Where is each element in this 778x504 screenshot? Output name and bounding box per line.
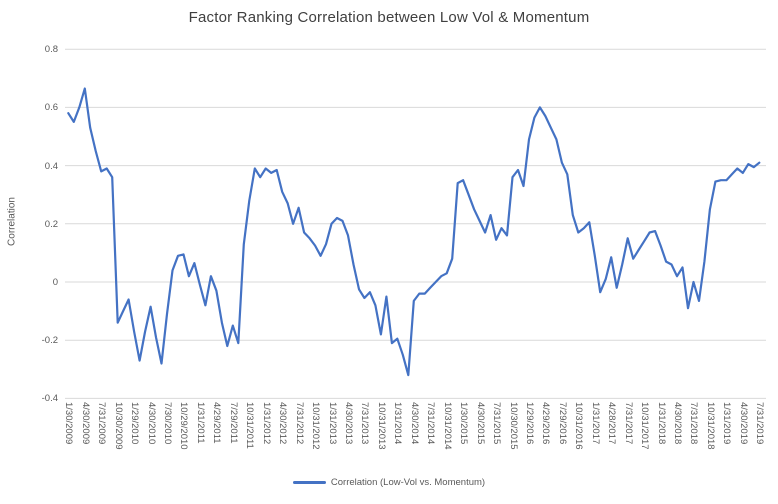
y-tick-label: -0.4 (41, 393, 58, 405)
y-tick-label: 0.2 (44, 218, 58, 230)
x-tick-label: 1/31/2011 (194, 402, 206, 444)
x-tick-label: 7/30/2010 (162, 402, 173, 445)
x-tick-label: 1/30/2015 (458, 402, 470, 445)
x-tick-label: 4/29/2016 (540, 402, 552, 445)
x-tick-label: 1/31/2017 (589, 402, 601, 445)
x-tick-label: 7/31/2014 (425, 402, 437, 445)
x-tick-label: 10/31/2012 (310, 402, 322, 450)
x-tick-label: 4/30/2015 (474, 402, 486, 445)
x-tick-label: 1/31/2018 (655, 402, 667, 445)
x-tick-label: 4/30/2012 (277, 402, 289, 445)
x-tick-label: 1/29/2010 (129, 402, 141, 445)
x-tick-label: 10/31/2011 (244, 402, 256, 449)
x-tick-label: 10/31/2013 (375, 402, 387, 450)
x-tick-label: 1/31/2014 (392, 402, 404, 445)
x-tick-label: 10/31/2014 (441, 402, 453, 450)
y-tick-label: 0.8 (44, 44, 58, 56)
x-tick-label: 4/28/2017 (606, 402, 618, 445)
correlation-line-series (67, 87, 761, 377)
x-tick-label: 10/31/2017 (639, 402, 651, 450)
legend-line-icon (292, 481, 326, 484)
x-tick-label: 10/29/2010 (178, 402, 190, 450)
x-tick-label: 10/30/2015 (507, 402, 519, 450)
x-tick-label: 4/30/2009 (79, 402, 91, 445)
x-tick-label: 4/30/2013 (342, 402, 354, 445)
x-tick-label: 1/31/2019 (721, 402, 733, 445)
x-tick-label: 7/31/2018 (688, 402, 700, 445)
x-tick-label: 4/30/2019 (737, 402, 749, 445)
x-tick-label: 10/31/2016 (573, 402, 585, 450)
x-tick-label: 1/29/2016 (523, 402, 535, 445)
x-tick-label: 4/30/2018 (672, 402, 684, 445)
x-tick-label: 7/31/2013 (359, 402, 371, 445)
y-tick-label: -0.2 (41, 335, 58, 347)
x-tick-label: 7/29/2016 (556, 402, 568, 445)
x-tick-label: 1/30/2009 (63, 402, 75, 445)
x-tick-label: 7/31/2009 (96, 402, 108, 445)
x-tick-label: 4/30/2014 (408, 402, 420, 445)
x-tick-label: 7/31/2012 (293, 402, 305, 445)
x-tick-label: 7/31/2015 (491, 402, 503, 445)
legend-label: Correlation (Low-Vol vs. Momentum) (330, 477, 486, 488)
x-tick-label: 4/29/2011 (211, 402, 223, 444)
x-tick-label: 7/31/2019 (754, 402, 766, 445)
y-tick-label: 0.6 (44, 102, 58, 114)
x-tick-label: 1/31/2012 (260, 402, 272, 445)
x-tick-label: 4/30/2010 (145, 402, 157, 445)
x-tick-label: 1/31/2013 (326, 402, 338, 445)
chart-title: Factor Ranking Correlation between Low V… (188, 9, 590, 26)
gridlines (65, 48, 766, 399)
y-tick-label: 0 (52, 277, 58, 288)
x-tick-label: 10/30/2009 (112, 402, 124, 450)
x-tick-label: 10/31/2018 (704, 402, 716, 450)
x-tick-label: 7/31/2017 (622, 402, 634, 445)
y-tick-label: 0.4 (44, 160, 58, 172)
x-tick-label: 7/29/2011 (227, 402, 239, 444)
legend: Correlation (Low-Vol vs. Momentum) (0, 477, 778, 488)
